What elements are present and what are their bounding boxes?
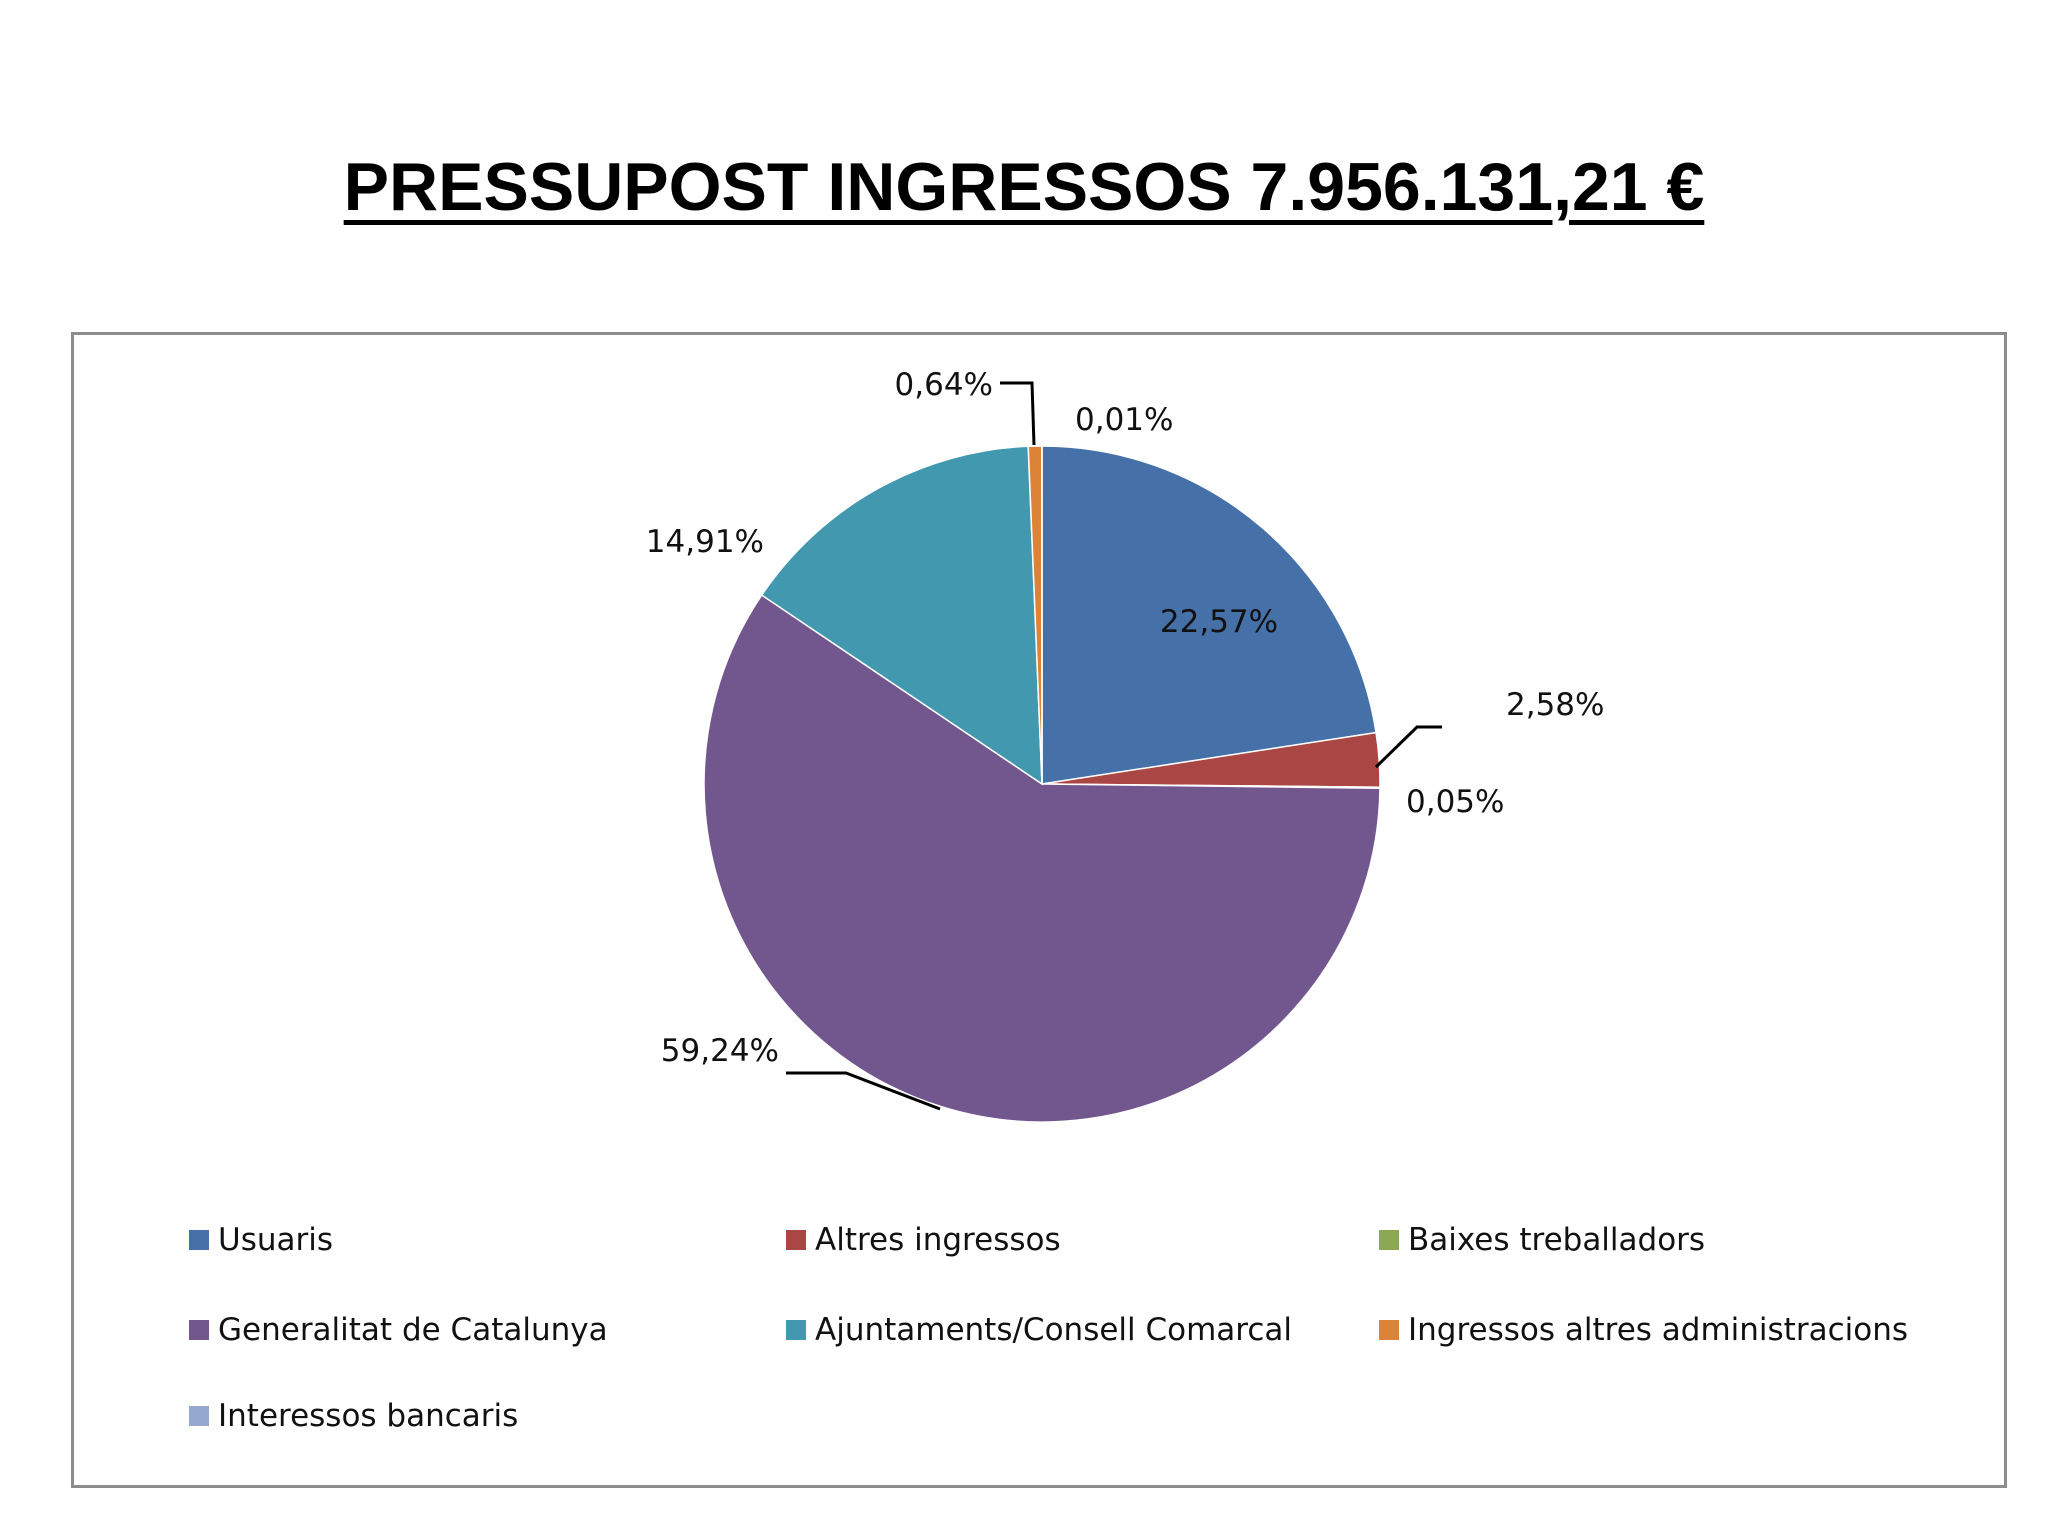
pie-chart: 22,57% 2,58% 0,05% 59,24% 14,91% 0,64% 0,01% [646, 367, 1604, 1123]
legend-item-baixes-treballadors: Baixes treballadors [1379, 1222, 1705, 1258]
legend-swatch [786, 1230, 806, 1250]
data-label-usuaris: 22,57% [1160, 604, 1278, 640]
data-label-ajuntaments-consell-comarcal: 14,91% [646, 524, 764, 560]
chart-frame: 22,57% 2,58% 0,05% 59,24% 14,91% 0,64% 0,01% U… [71, 332, 2007, 1488]
legend-label: Usuaris [218, 1222, 333, 1258]
legend-label: Ajuntaments/Consell Comarcal [815, 1312, 1293, 1348]
legend-item-altres-ingressos: Altres ingressos [786, 1222, 1061, 1258]
legend-swatch [189, 1320, 209, 1340]
legend-item-ajuntaments-consell-comarcal: Ajuntaments/Consell Comarcal [786, 1312, 1292, 1348]
legend-swatch [1379, 1320, 1399, 1340]
data-label-generalitat-de-catalunya: 59,24% [661, 1033, 779, 1069]
legend-swatch [786, 1320, 806, 1340]
pie-slice-usuaris [1041, 445, 1377, 785]
legend-label: Generalitat de Catalunya [218, 1312, 608, 1348]
legend-item-generalitat-de-catalunya: Generalitat de Catalunya [189, 1312, 608, 1348]
legend-item-usuaris: Usuaris [189, 1222, 333, 1258]
page-title: PRESSUPOST INGRESSOS 7.956.131,21 € [343, 149, 1705, 225]
legend-item-ingressos-altres-administracions: Ingressos altres administracions [1379, 1312, 1908, 1348]
legend-label: Interessos bancaris [218, 1398, 519, 1434]
data-label-ingressos-altres-administracions: 0,64% [895, 367, 993, 403]
legend-label: Ingressos altres administracions [1408, 1312, 1908, 1348]
legend-swatch [1379, 1230, 1399, 1250]
legend-label: Baixes treballadors [1408, 1222, 1706, 1258]
data-label-baixes-treballadors: 0,05% [1406, 784, 1504, 820]
legend-swatch [189, 1230, 209, 1250]
legend-label: Altres ingressos [815, 1222, 1061, 1258]
data-label-altres-ingressos: 2,58% [1506, 687, 1604, 723]
pie-slice-ajuntaments-consell-comarcal [760, 445, 1043, 786]
legend-item-interessos-bancaris: Interessos bancaris [189, 1398, 518, 1434]
leader-line-ingressos-altres-administracions [1000, 381, 1036, 446]
legend-swatch [189, 1406, 209, 1426]
data-label-interessos-bancaris: 0,01% [1075, 402, 1173, 438]
leader-line-altres-ingressos [1374, 725, 1442, 769]
pie-slice-generalitat-de-catalunya [703, 594, 1381, 1123]
leader-line-generalitat-de-catalunya [786, 1071, 941, 1111]
